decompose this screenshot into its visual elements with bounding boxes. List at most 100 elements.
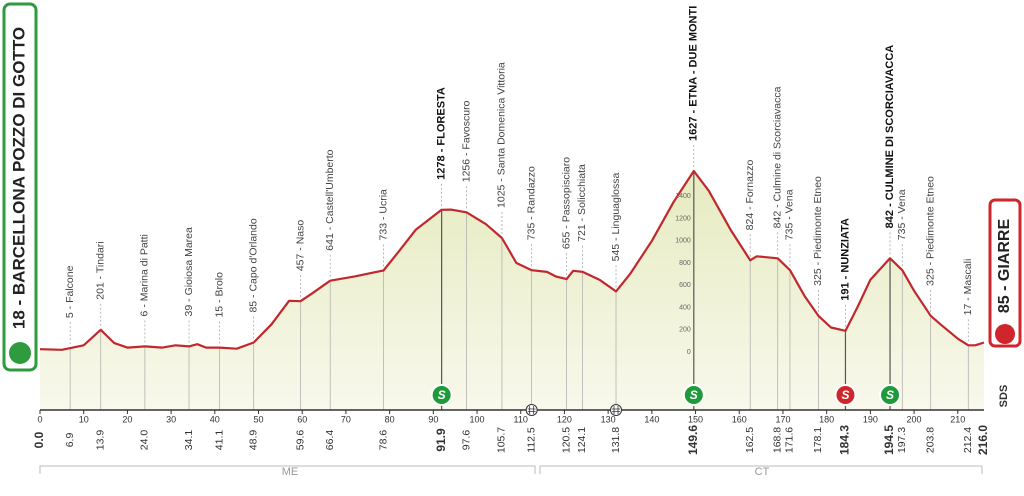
waypoint-label: 735 - Vena <box>784 189 796 240</box>
km-label: 91.9 <box>434 428 448 452</box>
x-tick-label: 80 <box>385 414 395 424</box>
y-tick-label: 1000 <box>675 238 691 245</box>
x-tick-label: 0 <box>37 414 42 424</box>
y-tick-label: 0 <box>687 349 691 356</box>
waypoint-label: 6 - Marina di Patti <box>139 234 151 316</box>
x-tick-label: 180 <box>819 414 834 424</box>
waypoint-label: 85 - Capo d'Orlando <box>247 218 259 312</box>
feed-icon <box>527 406 536 414</box>
y-tick-label: 200 <box>679 327 691 334</box>
waypoint-label: 733 - Ucria <box>377 189 389 241</box>
waypoint-label: 1025 - Santa Domenica Vittoria <box>496 62 508 208</box>
feed-marker <box>525 404 538 416</box>
x-tick-label: 30 <box>166 414 176 424</box>
x-tick-label: 40 <box>210 414 220 424</box>
x-tick-label: 170 <box>775 414 790 424</box>
km-label: 212.4 <box>962 427 974 453</box>
waypoint-label: 721 - Solicchiata <box>576 164 588 242</box>
feed-marker <box>610 404 623 416</box>
x-tick-label: 50 <box>254 414 264 424</box>
waypoint-label: 457 - Naso <box>294 220 306 272</box>
waypoint-label: 655 - Passopisciaro <box>560 157 572 249</box>
finish-box <box>988 198 1022 348</box>
km-label: 194.5 <box>882 425 896 455</box>
km-label: 184.3 <box>838 425 852 455</box>
waypoint-label: 39 - Gioiosa Marea <box>183 227 195 316</box>
km-label: 124.1 <box>576 427 588 453</box>
region-label: CT <box>755 466 770 478</box>
x-tick-label: 110 <box>514 414 528 424</box>
start-box <box>2 2 38 372</box>
x-tick-label: 150 <box>688 414 703 424</box>
waypoint-label: 842 - CULMINE DI SCORCIAVACCA <box>884 45 896 229</box>
start-label: 18 - BARCELLONA POZZO DI GOTTO <box>9 27 28 329</box>
km-label: 41.1 <box>213 430 225 451</box>
km-label: 48.9 <box>247 430 259 451</box>
km-label: 216.0 <box>976 425 990 455</box>
km-label: 120.5 <box>560 427 572 453</box>
x-tick-label: 100 <box>470 414 485 424</box>
km-label: 149.6 <box>686 425 700 455</box>
profile-line <box>39 169 985 351</box>
waypoint-label: 842 - Culmine di Scorciavacca <box>771 86 783 228</box>
waypoint-label: 201 - Tindari <box>95 241 107 299</box>
km-label: 203.8 <box>924 427 936 453</box>
waypoint-label: 735 - Randazzo <box>525 166 537 240</box>
waypoint-label: 325 - Piedimonte Etneo <box>812 176 824 286</box>
km-label: 24.0 <box>139 430 151 451</box>
km-label: 59.6 <box>294 430 306 451</box>
sprint-symbol: S <box>841 388 849 402</box>
km-label: 168.8 <box>771 427 783 453</box>
x-tick-label: 200 <box>907 414 922 424</box>
sprint-symbol: S <box>690 388 698 402</box>
x-tick-label: 210 <box>950 414 965 424</box>
x-tick-label: 190 <box>863 414 878 424</box>
waypoint-label: 824 - Fornazzo <box>744 160 756 231</box>
sprint-marker <box>834 384 857 406</box>
km-label: 178.1 <box>812 427 824 453</box>
feed-icon <box>612 406 621 414</box>
x-tick-label: 10 <box>79 414 89 424</box>
y-tick-label: 600 <box>679 282 691 289</box>
y-tick-label: 800 <box>679 260 691 267</box>
sprint-marker <box>879 384 902 406</box>
x-tick-label: 140 <box>644 414 659 424</box>
y-tick-label: 400 <box>679 304 691 311</box>
waypoint-label: 1256 - Favoscuro <box>460 100 472 182</box>
region-brackets <box>39 465 983 474</box>
km-label: 0.0 <box>32 431 46 448</box>
km-label: 162.5 <box>744 427 756 453</box>
waypoint-label: 325 - Piedimonte Etneo <box>924 176 936 286</box>
km-label: 78.6 <box>377 430 389 451</box>
y-tick-label: 1200 <box>675 215 691 222</box>
waypoint-label: 1278 - FLORESTA <box>436 87 448 180</box>
waypoint-label: 641 - Castell'Umberto <box>324 149 336 250</box>
x-tick-label: 60 <box>297 414 307 424</box>
x-tick-label: 160 <box>732 414 747 424</box>
km-label: 97.6 <box>460 430 472 451</box>
waypoint-label: 5 - Falcone <box>64 265 76 318</box>
km-label: 105.7 <box>496 427 508 453</box>
waypoint-label: 15 - Brolo <box>213 272 225 318</box>
km-label: 131.8 <box>610 427 622 453</box>
x-tick-label: 20 <box>122 414 132 424</box>
waypoint-label: 735 - Vena <box>896 189 908 240</box>
brand: SDS <box>998 385 1010 408</box>
km-label: 66.4 <box>324 430 336 451</box>
km-label: 171.6 <box>784 427 796 453</box>
sprint-marker <box>430 384 453 406</box>
finish-icon <box>995 324 1015 344</box>
profile-area <box>40 171 984 410</box>
sprint-marker <box>682 384 705 406</box>
waypoint-label: 191 - NUNZIATA <box>839 218 851 301</box>
x-tick-label: 90 <box>428 414 438 424</box>
sprint-symbol: S <box>438 388 446 402</box>
waypoint-label: 17 - Mascali <box>962 259 974 316</box>
waypoint-label: 545 - Linguaglossa <box>610 172 622 261</box>
km-label: 197.3 <box>896 427 908 453</box>
sprint-symbol: S <box>886 388 894 402</box>
x-tick-label: 70 <box>341 414 351 424</box>
km-label: 6.9 <box>64 433 76 448</box>
km-label: 112.5 <box>525 427 537 453</box>
